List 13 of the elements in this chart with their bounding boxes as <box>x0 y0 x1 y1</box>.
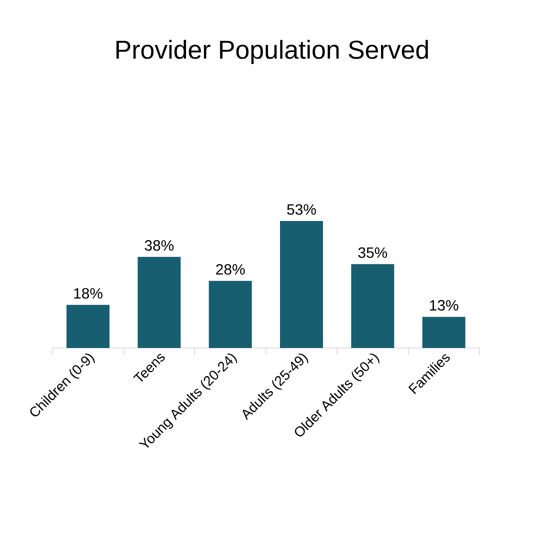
bar <box>208 280 252 348</box>
bar <box>66 304 110 348</box>
data-label: 38% <box>144 240 174 251</box>
data-label: 35% <box>358 247 388 258</box>
chart-title: Provider Population Served <box>116 40 428 64</box>
bar <box>422 316 466 348</box>
data-label: 53% <box>287 204 316 215</box>
data-label: 13% <box>430 300 458 311</box>
data-label: 28% <box>216 264 245 275</box>
bar <box>138 256 181 348</box>
bar <box>280 220 324 348</box>
data-label: 18% <box>74 288 102 299</box>
bar <box>351 264 394 348</box>
